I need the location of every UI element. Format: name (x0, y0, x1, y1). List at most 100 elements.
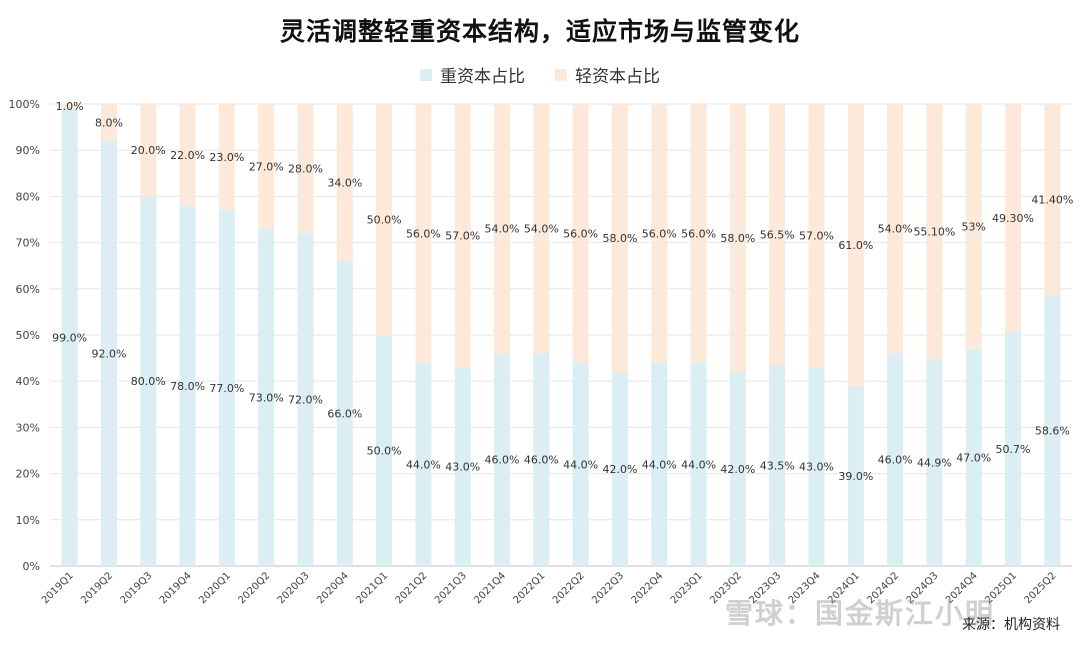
bar-heavy-2023Q1 (690, 362, 707, 566)
legend: 重资本占比 轻资本占比 (0, 62, 1080, 87)
x-tick-label: 2021Q2 (394, 570, 430, 606)
data-label-light: 49.30% (992, 212, 1034, 225)
data-label-light: 55.10% (913, 225, 955, 238)
x-tick-label: 2021Q1 (354, 570, 390, 606)
x-tick-label: 2025Q2 (1023, 570, 1059, 606)
bar-light-2024Q3 (926, 104, 943, 359)
data-label-heavy: 46.0% (524, 454, 559, 467)
bar-heavy-2021Q3 (454, 367, 471, 566)
bar-heavy-2020Q1 (218, 210, 235, 566)
data-label-heavy: 47.0% (956, 451, 991, 464)
data-label-heavy: 44.0% (406, 458, 441, 471)
x-tick-label: 2022Q4 (630, 570, 666, 606)
bar-light-2020Q3 (297, 104, 314, 234)
y-tick-label: 0% (23, 560, 40, 573)
bar-heavy-2022Q2 (572, 362, 589, 566)
data-label-light: 53% (962, 220, 986, 233)
x-tick-label: 2019Q2 (79, 570, 115, 606)
data-label-light: 20.0% (131, 144, 166, 157)
data-label-light: 1.0% (56, 100, 84, 113)
legend-label-light: 轻资本占比 (575, 67, 660, 87)
data-label-heavy: 92.0% (91, 347, 126, 360)
watermark: 雪球：国金斯江小明 (725, 597, 996, 630)
bar-light-2020Q4 (336, 104, 353, 262)
data-label-light: 56.0% (563, 227, 598, 240)
bar-heavy-2023Q3 (769, 365, 786, 566)
x-tick-label: 2022Q3 (590, 570, 626, 606)
data-label-heavy: 58.6% (1035, 425, 1070, 438)
data-label-heavy: 78.0% (170, 380, 205, 393)
y-tick-label: 60% (16, 283, 40, 296)
data-label-heavy: 80.0% (131, 375, 166, 388)
x-tick-label: 2022Q2 (551, 570, 587, 606)
data-label-heavy: 43.5% (760, 460, 795, 473)
bar-light-2022Q3 (611, 104, 628, 372)
data-label-light: 28.0% (288, 163, 323, 176)
bar-heavy-2025Q1 (1005, 331, 1022, 566)
bar-light-2019Q2 (100, 104, 117, 141)
legend-swatch-light (555, 68, 567, 81)
data-label-light: 41.40% (1031, 194, 1073, 207)
data-label-heavy: 50.7% (996, 443, 1031, 456)
data-label-heavy: 99.0% (52, 331, 87, 344)
data-label-heavy: 72.0% (288, 394, 323, 407)
data-label-light: 56.5% (760, 229, 795, 242)
x-tick-label: 2021Q4 (472, 570, 508, 606)
legend-label-heavy: 重资本占比 (440, 67, 525, 87)
bar-heavy-2024Q1 (847, 385, 864, 566)
bar-light-2022Q1 (533, 104, 550, 354)
data-label-heavy: 66.0% (327, 408, 362, 421)
legend-swatch-heavy (420, 68, 432, 81)
bar-heavy-2021Q2 (415, 362, 432, 566)
bar-heavy-2019Q2 (100, 140, 117, 566)
x-tick-label: 2020Q3 (276, 570, 312, 606)
data-label-heavy: 43.0% (799, 461, 834, 474)
data-label-heavy: 39.0% (838, 470, 873, 483)
bar-light-2020Q1 (218, 104, 235, 211)
bar-heavy-2023Q4 (808, 367, 825, 566)
y-tick-label: 90% (16, 144, 40, 157)
data-label-light: 58.0% (602, 232, 637, 245)
data-label-light: 50.0% (367, 214, 402, 227)
data-label-heavy: 42.0% (720, 463, 755, 476)
bar-heavy-2023Q2 (729, 371, 746, 566)
data-label-heavy: 50.0% (367, 445, 402, 458)
bar-light-2019Q1 (61, 104, 78, 109)
legend-item-heavy: 重资本占比 (420, 62, 525, 87)
source-note: 来源：机构资料 (962, 617, 1060, 633)
data-label-light: 61.0% (838, 239, 873, 252)
x-tick-label: 2020Q4 (315, 570, 351, 606)
y-tick-label: 50% (16, 329, 40, 342)
data-label-light: 54.0% (485, 223, 520, 236)
data-label-heavy: 77.0% (209, 382, 244, 395)
data-label-light: 8.0% (95, 116, 123, 129)
bar-light-2023Q3 (769, 104, 786, 366)
data-label-heavy: 42.0% (602, 463, 637, 476)
data-label-light: 57.0% (445, 230, 480, 243)
y-tick-label: 70% (16, 237, 40, 250)
bar-light-2024Q2 (887, 104, 904, 354)
bar-heavy-2020Q2 (258, 228, 275, 567)
data-label-light: 57.0% (799, 230, 834, 243)
bar-light-2021Q1 (376, 104, 393, 335)
x-tick-label: 2019Q4 (158, 570, 194, 606)
data-label-heavy: 44.0% (563, 458, 598, 471)
data-label-heavy: 44.9% (917, 456, 952, 469)
x-tick-label: 2020Q1 (197, 570, 233, 606)
bar-heavy-2019Q1 (61, 108, 78, 567)
bar-heavy-2024Q4 (965, 348, 982, 566)
data-label-light: 56.0% (642, 227, 677, 240)
bar-light-2023Q1 (690, 104, 707, 363)
bar-light-2024Q4 (965, 104, 982, 349)
data-label-light: 54.0% (524, 223, 559, 236)
bar-heavy-2020Q4 (336, 261, 353, 566)
bar-heavy-2022Q3 (611, 371, 628, 566)
data-label-light: 34.0% (327, 177, 362, 190)
data-label-heavy: 73.0% (249, 391, 284, 404)
legend-item-light: 轻资本占比 (555, 62, 660, 87)
bar-light-2023Q4 (808, 104, 825, 368)
bar-heavy-2024Q3 (926, 358, 943, 566)
bar-light-2022Q4 (651, 104, 668, 363)
bar-light-2021Q4 (494, 104, 511, 354)
